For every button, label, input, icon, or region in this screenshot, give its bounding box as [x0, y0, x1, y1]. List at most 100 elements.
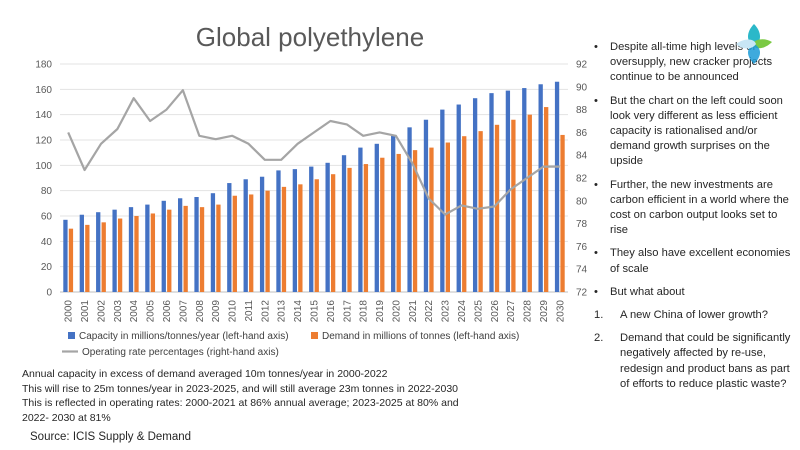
x-tick-label: 2011 — [244, 300, 255, 322]
bullet-marker: • — [594, 94, 598, 107]
capacity-bar — [292, 169, 298, 292]
demand-bar — [216, 204, 221, 292]
x-tick-label: 2007 — [178, 300, 189, 323]
x-tick-label: 2028 — [523, 300, 534, 323]
capacity-bar — [96, 212, 101, 292]
y-right-tick-label: 82 — [576, 174, 588, 185]
numbered-item: 1. A new China of lower growth? — [586, 308, 796, 323]
demand-bar — [68, 228, 74, 292]
x-tick-label: 2023 — [441, 300, 452, 323]
x-tick-label: 2000 — [64, 300, 75, 323]
demand-bar — [363, 164, 369, 292]
bullet-marker: • — [594, 247, 598, 260]
x-tick-label: 2013 — [277, 300, 288, 323]
bullet-text: Further, the new investments are carbon … — [610, 178, 789, 237]
y-left-tick-label: 0 — [46, 288, 52, 299]
numbered-text: Demand that could be significantly negat… — [620, 332, 791, 390]
y-right-tick-label: 84 — [576, 151, 588, 162]
demand-bar — [445, 142, 450, 292]
bullet-text: But the chart on the left could soon loo… — [610, 94, 783, 168]
x-tick-label: 2021 — [408, 300, 419, 323]
x-tick-label: 2008 — [195, 300, 206, 323]
demand-bar — [281, 186, 287, 292]
note-line: Annual capacity in excess of demand aver… — [22, 368, 388, 380]
demand-bar — [347, 167, 352, 292]
capacity-bar — [489, 93, 494, 292]
capacity-bar — [391, 134, 396, 292]
demand-bar — [478, 131, 483, 292]
x-tick-label: 2014 — [293, 300, 304, 323]
capacity-bar — [243, 179, 248, 292]
demand-bar — [199, 207, 205, 292]
capacity-bar — [554, 81, 560, 292]
capacity-bar — [341, 155, 347, 292]
demand-bar — [314, 179, 319, 292]
polyethylene-chart: 0 20 40 60 80 100 120 140 160 180 72 74 76 78 80 82 84 8… — [35, 60, 588, 359]
legend-label-capacity: Capacity in millions/tonnes/year (left-h… — [79, 331, 289, 342]
capacity-bar — [128, 207, 134, 292]
x-tick-label: 2020 — [391, 300, 402, 323]
bullet-item: • They also have excellent economies of s… — [586, 246, 796, 276]
x-tick-label: 2019 — [375, 300, 386, 323]
x-tick-label: 2003 — [113, 300, 124, 323]
demand-bar — [85, 224, 90, 292]
bullet-marker: • — [594, 178, 598, 191]
item-number: 2. — [594, 332, 604, 345]
capacity-bar — [63, 219, 68, 292]
capacity-bar — [210, 193, 216, 292]
demand-bar — [298, 184, 303, 292]
y-left-tick-label: 80 — [41, 186, 53, 197]
capacity-bar — [538, 84, 543, 293]
note-line: This will rise to 25m tonnes/year in 202… — [22, 382, 458, 395]
x-tick-label: 2018 — [359, 300, 370, 323]
x-tick-label: 2022 — [424, 300, 435, 323]
operating-rate-series — [67, 89, 560, 216]
capacity-bar — [161, 200, 166, 292]
x-tick-label: 2010 — [228, 300, 239, 323]
demand-bar — [183, 205, 188, 292]
capacity-bar — [423, 119, 429, 292]
x-tick-label: 2005 — [146, 300, 157, 323]
y-left-tick-label: 40 — [41, 237, 53, 248]
bullet-item: • Further, the new investments are carbon… — [586, 178, 796, 239]
x-tick-label: 2012 — [260, 300, 271, 323]
capacity-bar — [472, 98, 478, 292]
y-right-tick-label: 86 — [576, 128, 588, 139]
y-right-tick-label: 72 — [576, 288, 588, 299]
x-tick-label: 2001 — [80, 300, 91, 323]
y-right-tick-label: 76 — [576, 242, 588, 253]
y-left-tick-label: 140 — [35, 110, 52, 121]
bullet-marker: • — [594, 41, 598, 53]
y-left-tick-label: 120 — [35, 136, 52, 147]
x-tick-label: 2009 — [211, 300, 222, 323]
x-tick-label: 2015 — [310, 300, 321, 323]
y-right-tick-label: 90 — [576, 82, 588, 93]
demand-bar — [330, 174, 336, 292]
x-tick-label: 2026 — [490, 300, 501, 323]
y-right-tick-label: 78 — [576, 219, 588, 230]
operating-rate-line — [67, 89, 560, 216]
y-right-tick-label: 92 — [576, 60, 588, 71]
numbered-item: 2. Demand that could be significantly neg… — [586, 331, 796, 392]
legend-swatch-demand — [311, 332, 318, 339]
bullet-text: They also have excellent economies of sc… — [610, 247, 791, 275]
x-tick-label: 2029 — [539, 300, 550, 323]
bullet-text: Despite all-time high levels of oversupp… — [610, 41, 773, 84]
commentary: • Despite all-time high levels of oversup… — [586, 40, 796, 400]
demand-bar — [380, 157, 385, 292]
y-left-tick-label: 160 — [35, 85, 52, 96]
x-tick-label: 2025 — [473, 300, 484, 323]
x-tick-label: 2024 — [457, 300, 468, 323]
bullet-marker: • — [594, 285, 598, 298]
note-line: This is reflected in operating rates: 20… — [22, 397, 459, 409]
demand-bar — [232, 195, 237, 292]
demand-bar — [134, 216, 139, 292]
y-right-tick-label: 88 — [576, 105, 588, 116]
demand-bar — [494, 124, 500, 292]
capacity-bar — [374, 143, 379, 292]
x-tick-label: 2016 — [326, 300, 337, 323]
demand-bar — [544, 107, 549, 292]
x-tick-label: 2017 — [342, 300, 353, 323]
x-tick-label: 2006 — [162, 300, 173, 323]
legend-label-demand: Demand in millions of tonnes (left-hand … — [322, 331, 519, 342]
